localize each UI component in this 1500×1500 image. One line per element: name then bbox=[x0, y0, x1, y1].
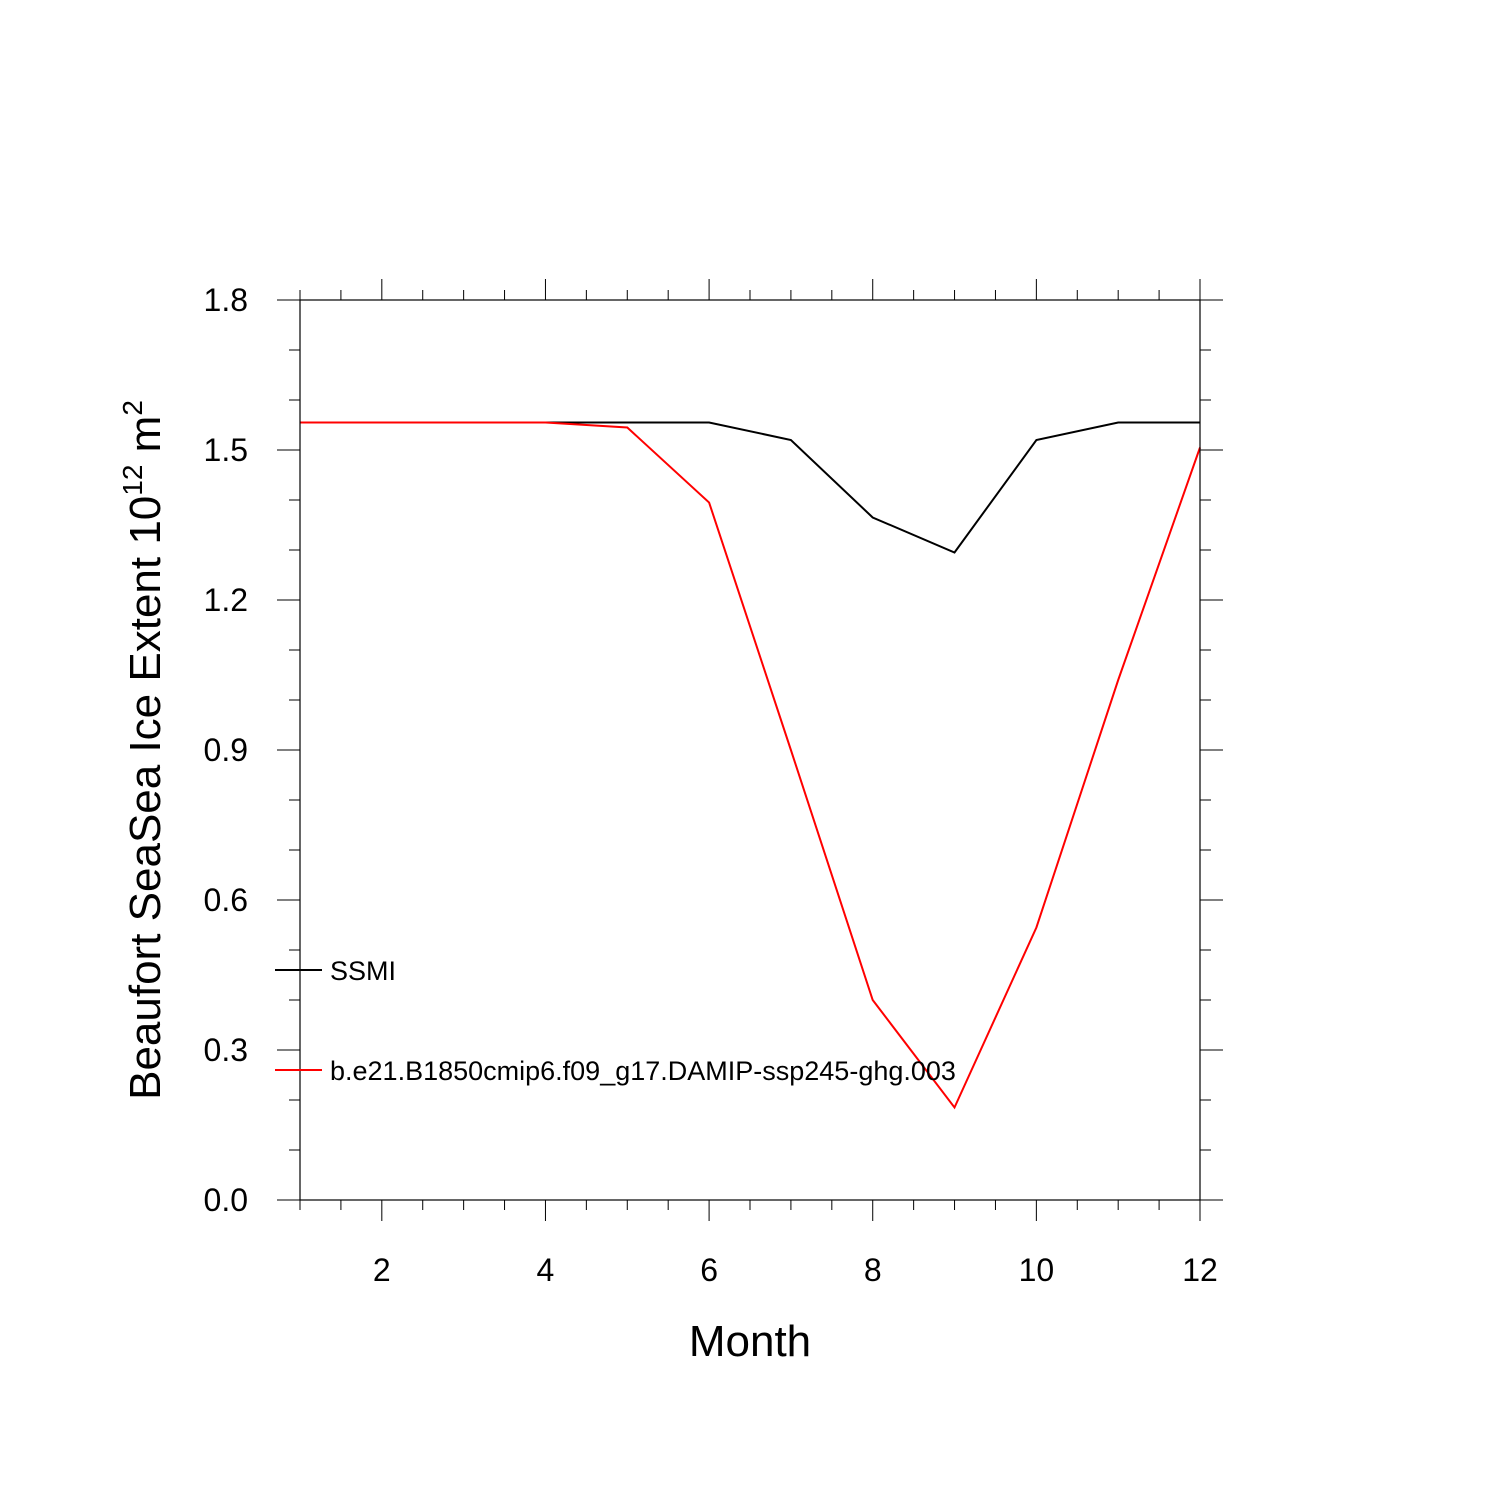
y-tick-label: 1.5 bbox=[204, 432, 248, 468]
x-tick-label: 10 bbox=[1019, 1252, 1055, 1288]
x-tick-label: 12 bbox=[1182, 1252, 1218, 1288]
y-tick-label: 0.3 bbox=[204, 1032, 248, 1068]
plot-frame bbox=[299, 299, 1201, 1201]
legend-label: b.e21.B1850cmip6.f09_g17.DAMIP-ssp245-gh… bbox=[330, 1056, 956, 1086]
y-tick-label: 1.2 bbox=[204, 582, 248, 618]
legend: SSMI b.e21.B1850cmip6.f09_g17.DAMIP-ssp24… bbox=[275, 956, 956, 1086]
y-tick-label: 0.9 bbox=[204, 732, 248, 768]
series-line-1 bbox=[300, 421, 1200, 554]
y-tick-label: 0.0 bbox=[204, 1182, 248, 1218]
y-tick-label: 0.6 bbox=[204, 882, 248, 918]
x-tick-label: 2 bbox=[373, 1252, 391, 1288]
x-tick-label: 8 bbox=[864, 1252, 882, 1288]
tick-marks bbox=[277, 279, 1223, 1221]
legend-label: SSMI bbox=[330, 956, 396, 986]
x-tick-label: 4 bbox=[537, 1252, 555, 1288]
x-tick-label: 6 bbox=[700, 1252, 718, 1288]
y-axis-title-exponent: 12 bbox=[117, 465, 148, 496]
series-lines bbox=[300, 421, 1201, 1110]
x-axis-title: Month bbox=[689, 1317, 811, 1366]
y-tick-label: 1.8 bbox=[204, 282, 248, 318]
y-axis-title-unit-exponent: 2 bbox=[117, 400, 148, 416]
y-axis-title: Beaufort SeaSea Ice Extent 1012 m2 bbox=[117, 400, 170, 1100]
series-line-2 bbox=[300, 421, 1201, 1110]
y-axis-title-unit: m bbox=[121, 416, 170, 465]
y-axis-title-main: Beaufort SeaSea Ice Extent 10 bbox=[121, 496, 170, 1100]
tick-labels: 2 4 6 8 10 12 0.0 0.3 0.6 0.9 1.2 1.5 1.8 bbox=[204, 282, 1218, 1288]
